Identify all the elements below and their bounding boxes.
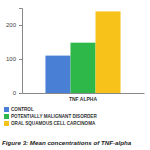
x-axis-line	[23, 93, 145, 94]
x-tick: TNF ALPHA	[69, 93, 98, 102]
y-tick-mark	[19, 25, 22, 26]
legend-item: POTENTIALLY MALIGNANT DISORDER	[4, 114, 97, 119]
bar	[45, 56, 70, 93]
legend-item: CONTROL	[4, 107, 34, 112]
legend-label: ORAL SQUAMOUS CELL CARCINOMA	[11, 121, 96, 126]
legend-label: POTENTIALLY MALIGNANT DISORDER	[11, 114, 97, 119]
y-tick-mark	[19, 59, 22, 60]
y-tick: 0	[13, 90, 22, 96]
bar	[96, 11, 121, 93]
title: Figure 3: Mean concentrations of TNF-alp…	[2, 139, 132, 146]
y-tick: 100	[6, 56, 22, 62]
legend: CONTROL POTENTIALLY MALIGNANT DISORDER ORA…	[4, 107, 97, 126]
x-axis: TNF ALPHA	[23, 93, 145, 102]
legend-swatch	[4, 121, 9, 126]
legend-item: ORAL SQUAMOUS CELL CARCINOMA	[4, 121, 96, 126]
legend-label: CONTROL	[11, 107, 34, 112]
bars	[45, 11, 120, 93]
y-tick-label: 0	[13, 90, 17, 96]
plot-area: 0 100 200 TNF ALPHA	[6, 9, 145, 102]
chart: 0 100 200 TNF ALPHA CONTROL POTENTIALLY MALIG…	[0, 0, 150, 150]
x-tick-label: TNF ALPHA	[69, 96, 98, 102]
y-tick-mark	[19, 93, 22, 94]
y-axis-line	[19, 9, 23, 94]
y-tick: 200	[6, 22, 22, 28]
y-tick-label: 200	[6, 22, 17, 28]
bar	[70, 43, 95, 93]
y-tick-label: 100	[6, 56, 17, 62]
legend-swatch	[4, 114, 9, 119]
legend-swatch	[4, 107, 9, 112]
y-axis: 0 100 200	[6, 9, 23, 97]
